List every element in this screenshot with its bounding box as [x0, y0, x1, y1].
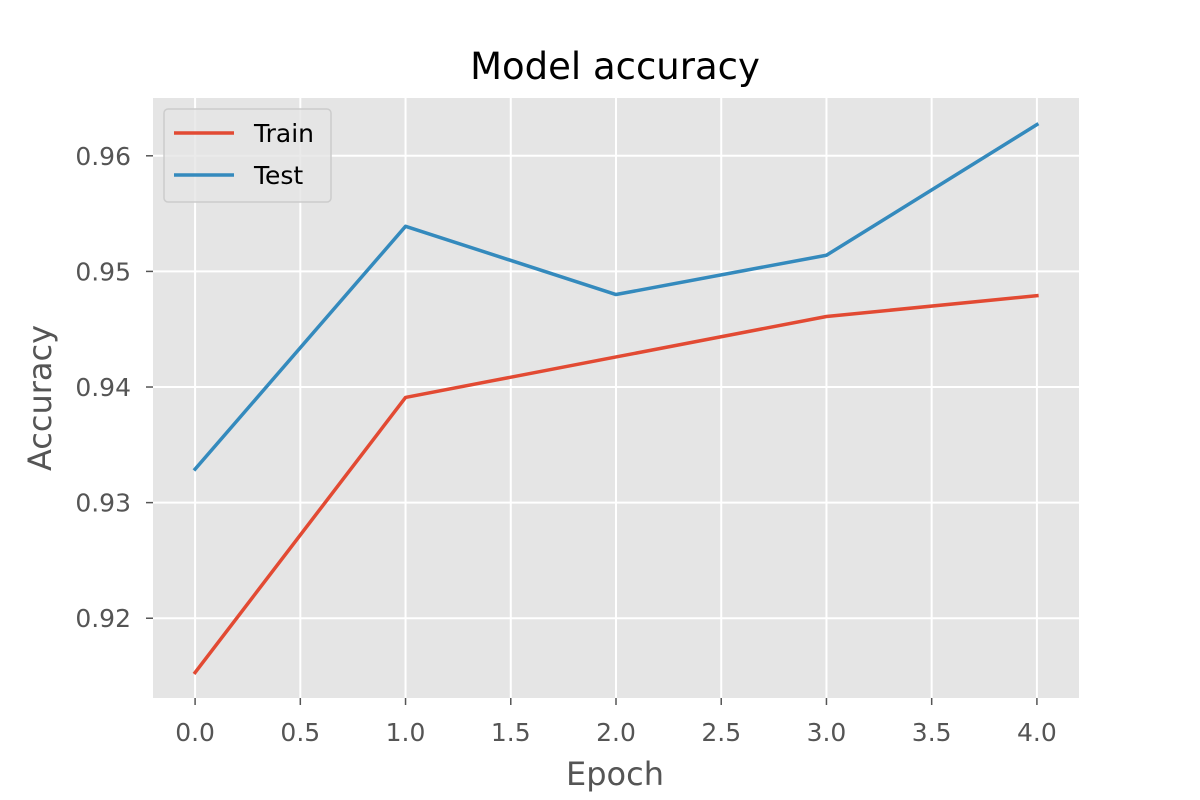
y-axis-ticks: 0.92 0.93 0.94 0.95 0.96 [75, 142, 153, 633]
y-axis-label: Accuracy [21, 325, 59, 471]
x-tick-label: 0.5 [280, 718, 320, 747]
legend: Train Test [163, 108, 332, 203]
x-tick-label: 1.5 [491, 718, 531, 747]
y-tick-label: 0.95 [75, 257, 131, 286]
legend-label-train: Train [253, 119, 314, 148]
y-tick-label: 0.92 [75, 604, 131, 633]
x-tick-label: 3.5 [912, 718, 952, 747]
chart-title: Model accuracy [470, 45, 760, 88]
legend-label-test: Test [253, 161, 303, 190]
x-tick-label: 2.0 [596, 718, 636, 747]
x-tick-label: 1.0 [386, 718, 426, 747]
series-line-train [192, 293, 1039, 676]
x-axis-ticks: 0.0 0.5 1.0 1.5 2.0 2.5 3.0 3.5 4.0 [175, 698, 1057, 747]
x-axis-label: Epoch [566, 755, 664, 793]
series-line-test [192, 122, 1040, 472]
x-tick-label: 3.0 [807, 718, 847, 747]
series-lines [192, 122, 1040, 676]
x-tick-label: 4.0 [1017, 718, 1057, 747]
y-tick-label: 0.96 [75, 142, 131, 171]
x-tick-label: 2.5 [701, 718, 741, 747]
y-tick-label: 0.93 [75, 489, 131, 518]
x-tick-label: 0.0 [175, 718, 215, 747]
y-tick-label: 0.94 [75, 373, 131, 402]
